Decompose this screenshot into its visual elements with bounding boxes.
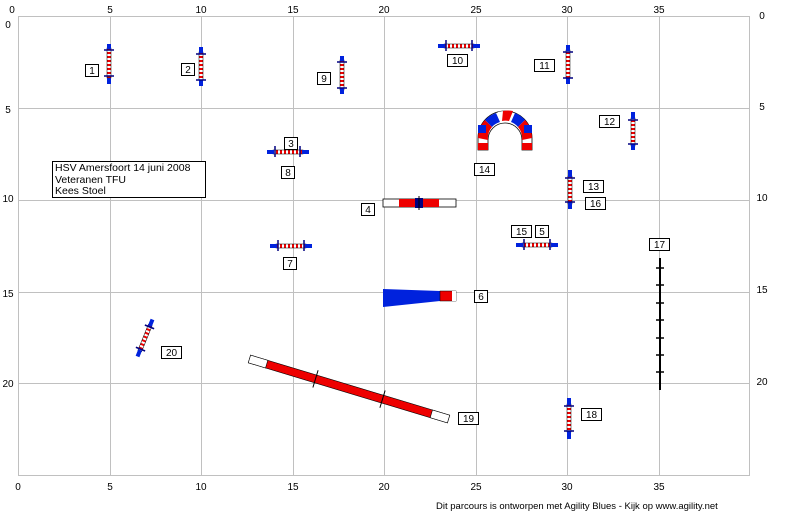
label-11: 11 bbox=[534, 59, 555, 72]
axis-bottom-label: 20 bbox=[378, 482, 390, 493]
axis-top-label: 0 bbox=[9, 5, 15, 16]
chute-6 bbox=[383, 289, 457, 307]
label-12-text: 12 bbox=[604, 117, 616, 128]
jump-10 bbox=[438, 40, 480, 51]
axis-left-label: 5 bbox=[5, 105, 11, 116]
label-1: 1 bbox=[85, 64, 99, 77]
jump-13-16 bbox=[565, 170, 575, 209]
label-13-text: 13 bbox=[588, 182, 600, 193]
label-11-text: 11 bbox=[539, 61, 550, 72]
axis-top-label: 25 bbox=[470, 5, 482, 16]
label-6-text: 6 bbox=[478, 292, 484, 303]
label-1-text: 1 bbox=[89, 66, 95, 77]
label-13: 13 bbox=[583, 180, 604, 193]
jump-7 bbox=[270, 240, 312, 251]
label-19-text: 19 bbox=[463, 414, 475, 425]
label-8: 8 bbox=[281, 166, 295, 179]
label-14: 14 bbox=[474, 163, 495, 176]
label-9-text: 9 bbox=[321, 74, 327, 85]
axis-top-label: 10 bbox=[195, 5, 207, 16]
jump-2 bbox=[196, 47, 206, 86]
axis-left-label: 20 bbox=[2, 379, 14, 390]
axis-bottom-label: 15 bbox=[287, 482, 299, 493]
jump-3-8 bbox=[267, 146, 309, 157]
axis-bottom-label: 5 bbox=[107, 482, 113, 493]
label-18-text: 18 bbox=[586, 410, 598, 421]
jump-1 bbox=[104, 44, 114, 84]
class-name: Veteranen TFU bbox=[55, 173, 127, 186]
event-title: HSV Amersfoort 14 juni 2008 bbox=[55, 162, 191, 174]
label-18: 18 bbox=[581, 408, 602, 421]
label-3: 3 bbox=[284, 137, 298, 150]
axis-right-label: 5 bbox=[759, 102, 765, 113]
axis-right-label: 15 bbox=[756, 285, 768, 296]
label-2-text: 2 bbox=[185, 65, 191, 76]
jump-15-5 bbox=[516, 239, 558, 250]
jump-18 bbox=[564, 398, 574, 439]
course-info-box: HSV Amersfoort 14 juni 2008 Veteranen TF… bbox=[52, 161, 206, 198]
axis-right-label: 10 bbox=[756, 193, 768, 204]
jump-9 bbox=[337, 56, 347, 94]
label-17: 17 bbox=[649, 238, 670, 251]
label-5-text: 5 bbox=[539, 227, 545, 238]
axis-left-label: 0 bbox=[5, 20, 11, 31]
judge-name: Kees Stoel bbox=[55, 185, 106, 197]
label-15-text: 15 bbox=[516, 227, 528, 238]
axis-left-label: 10 bbox=[2, 194, 14, 205]
label-7: 7 bbox=[283, 257, 297, 270]
label-17-text: 17 bbox=[654, 240, 666, 251]
label-12: 12 bbox=[599, 115, 620, 128]
label-9: 9 bbox=[317, 72, 331, 85]
label-20-text: 20 bbox=[166, 348, 178, 359]
axis-top-label: 20 bbox=[378, 5, 390, 16]
label-8-text: 8 bbox=[285, 168, 291, 179]
axis-bottom-label: 10 bbox=[195, 482, 207, 493]
axis-bottom-label: 25 bbox=[470, 482, 482, 493]
weave-poles-17 bbox=[656, 258, 664, 390]
label-6: 6 bbox=[474, 290, 488, 303]
jump-20 bbox=[135, 318, 155, 358]
axis-left-label: 15 bbox=[2, 289, 14, 300]
axis-bottom-label: 30 bbox=[561, 482, 573, 493]
label-20: 20 bbox=[161, 346, 182, 359]
obstacle-4 bbox=[382, 196, 457, 210]
axis-top-label: 5 bbox=[107, 5, 113, 16]
label-19: 19 bbox=[458, 412, 479, 425]
axis-right-label: 0 bbox=[759, 11, 765, 22]
axis-bottom-label: 0 bbox=[15, 482, 21, 493]
axis-bottom-label: 35 bbox=[653, 482, 665, 493]
label-3-text: 3 bbox=[288, 139, 294, 150]
axis-top-label: 35 bbox=[653, 5, 665, 16]
label-4-text: 4 bbox=[365, 205, 371, 216]
label-10: 10 bbox=[447, 54, 468, 67]
axis-top-label: 15 bbox=[287, 5, 299, 16]
label-14-text: 14 bbox=[479, 165, 491, 176]
grid bbox=[18, 16, 750, 476]
jump-12 bbox=[628, 112, 638, 150]
dogwalk-19 bbox=[247, 354, 451, 424]
footer-credit: Dit parcours is ontworpen met Agility Bl… bbox=[436, 501, 718, 512]
label-2: 2 bbox=[181, 63, 195, 76]
tunnel-14 bbox=[477, 110, 533, 151]
label-16-text: 16 bbox=[590, 199, 602, 210]
axis-right-label: 20 bbox=[756, 377, 768, 388]
label-4: 4 bbox=[361, 203, 375, 216]
label-5: 5 bbox=[535, 225, 549, 238]
label-7-text: 7 bbox=[287, 259, 293, 270]
label-10-text: 10 bbox=[452, 56, 464, 67]
jump-11 bbox=[563, 45, 573, 84]
axis-top-label: 30 bbox=[561, 5, 573, 16]
label-15: 15 bbox=[511, 225, 532, 238]
label-16: 16 bbox=[585, 197, 606, 210]
